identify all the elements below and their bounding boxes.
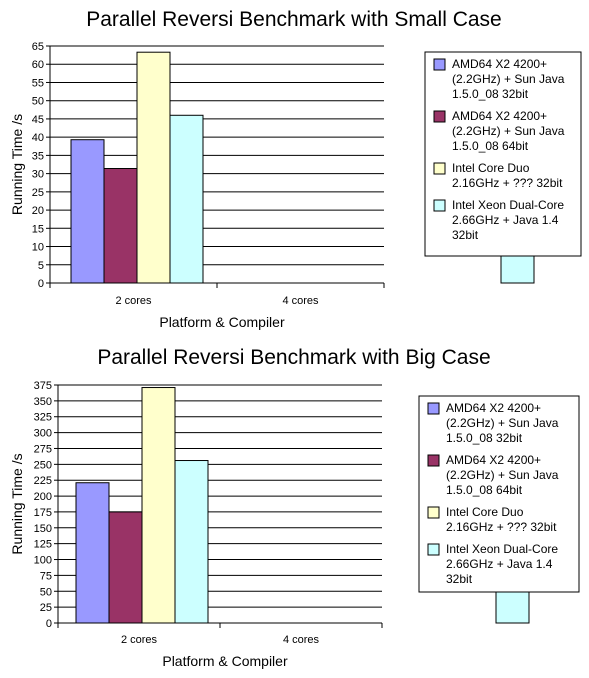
y-tick-label: 0 bbox=[46, 618, 52, 630]
legend-entry: AMD64 X2 4200+ (2.2GHz) + Sun Java 1.5.0_0… bbox=[446, 453, 559, 497]
legend-entry-line: 2.16GHz + ??? 32bit bbox=[452, 176, 563, 190]
legend-swatch bbox=[433, 58, 446, 71]
chart-title: Parallel Reversi Benchmark with Small Ca… bbox=[86, 8, 501, 31]
bar bbox=[70, 139, 105, 284]
legend-entry-line: Intel Xeon Dual-Core bbox=[446, 542, 558, 556]
legend-entry-line: Intel Core Duo bbox=[446, 505, 524, 519]
y-tick-label: 275 bbox=[34, 443, 52, 455]
y-tick-label: 25 bbox=[32, 187, 44, 199]
bar bbox=[141, 387, 176, 624]
legend-entry-line: AMD64 X2 4200+ bbox=[446, 453, 541, 467]
y-tick-label: 125 bbox=[34, 539, 52, 551]
y-tick-label: 50 bbox=[32, 96, 44, 108]
legend-entry: Intel Core Duo 2.16GHz + ??? 32bit bbox=[446, 505, 557, 534]
y-tick-label: 5 bbox=[38, 260, 44, 272]
y-tick-label: 40 bbox=[32, 132, 44, 144]
legend-swatch bbox=[427, 506, 440, 519]
y-tick-label: 350 bbox=[34, 396, 52, 408]
legend-swatch bbox=[433, 199, 446, 212]
legend-entry-line: 1.5.0_08 32bit bbox=[452, 87, 529, 101]
x-axis-label: Platform & Compiler bbox=[162, 653, 288, 669]
y-tick-label: 250 bbox=[34, 459, 52, 471]
y-tick-label: 300 bbox=[34, 428, 52, 440]
legend-entry-line: 1.5.0_08 64bit bbox=[446, 483, 523, 497]
legend-entry-line: 32bit bbox=[446, 572, 473, 586]
legend-entry-line: AMD64 X2 4200+ bbox=[452, 57, 547, 71]
legend-entry: Intel Xeon Dual-Core 2.66GHz + Java 1.4 32… bbox=[452, 198, 564, 242]
legend-entry-line: (2.2GHz) + Sun Java bbox=[452, 124, 565, 138]
x-tick-label: 4 cores bbox=[282, 295, 319, 307]
x-tick-label: 2 cores bbox=[121, 634, 158, 646]
legend-entry-line: AMD64 X2 4200+ bbox=[446, 401, 541, 415]
y-tick-label: 200 bbox=[34, 491, 52, 503]
y-tick-label: 150 bbox=[34, 523, 52, 535]
x-tick-label: 4 cores bbox=[283, 634, 320, 646]
legend-entry-line: 2.66GHz + Java 1.4 bbox=[446, 557, 553, 571]
legend-entry: AMD64 X2 4200+ (2.2GHz) + Sun Java 1.5.0_0… bbox=[452, 57, 565, 101]
legend-entry: AMD64 X2 4200+ (2.2GHz) + Sun Java 1.5.0_0… bbox=[446, 401, 559, 445]
y-tick-label: 35 bbox=[32, 150, 44, 162]
bar bbox=[169, 114, 204, 284]
legend-swatch bbox=[427, 402, 440, 415]
legend-entry-line: 1.5.0_08 64bit bbox=[452, 139, 529, 153]
legend-box bbox=[418, 395, 580, 593]
legend-entry-line: 1.5.0_08 32bit bbox=[446, 431, 523, 445]
legend-entry: Intel Xeon Dual-Core 2.66GHz + Java 1.4 32… bbox=[446, 542, 558, 586]
bar bbox=[103, 168, 138, 284]
bar bbox=[136, 51, 171, 284]
legend-swatch bbox=[433, 162, 446, 175]
y-axis-label: Running Time /s bbox=[9, 114, 25, 215]
chart-big-case: Parallel Reversi Benchmark with Big Case… bbox=[9, 346, 580, 669]
legend-entry-line: AMD64 X2 4200+ bbox=[452, 109, 547, 123]
x-axis-label: Platform & Compiler bbox=[159, 314, 285, 330]
legend-entry-line: Intel Core Duo bbox=[452, 161, 530, 175]
y-tick-label: 75 bbox=[40, 570, 52, 582]
y-tick-label: 55 bbox=[32, 77, 44, 89]
legend-entry-line: 2.66GHz + Java 1.4 bbox=[452, 213, 559, 227]
y-tick-label: 375 bbox=[34, 380, 52, 392]
legend-swatch bbox=[427, 454, 440, 467]
y-tick-label: 225 bbox=[34, 475, 52, 487]
y-tick-label: 100 bbox=[34, 555, 52, 567]
y-tick-label: 60 bbox=[32, 59, 44, 71]
legend-swatch bbox=[427, 543, 440, 556]
y-tick-label: 25 bbox=[40, 602, 52, 614]
y-tick-label: 65 bbox=[32, 41, 44, 53]
y-axis-label: Running Time /s bbox=[9, 453, 25, 554]
y-tick-label: 30 bbox=[32, 169, 44, 181]
bar bbox=[174, 460, 209, 624]
legend-entry-line: (2.2GHz) + Sun Java bbox=[446, 468, 559, 482]
bar bbox=[108, 511, 143, 624]
legend-box bbox=[424, 51, 582, 257]
y-tick-label: 175 bbox=[34, 507, 52, 519]
y-tick-label: 325 bbox=[34, 412, 52, 424]
legend-entry-line: (2.2GHz) + Sun Java bbox=[446, 416, 559, 430]
y-tick-label: 45 bbox=[32, 114, 44, 126]
legend-entry: AMD64 X2 4200+ (2.2GHz) + Sun Java 1.5.0_0… bbox=[452, 109, 565, 153]
y-tick-label: 0 bbox=[38, 278, 44, 290]
x-tick-label: 2 cores bbox=[115, 295, 152, 307]
bar bbox=[75, 482, 110, 624]
legend-entry-line: Intel Xeon Dual-Core bbox=[452, 198, 564, 212]
chart-small-case: Parallel Reversi Benchmark with Small Ca… bbox=[9, 8, 582, 330]
y-tick-label: 50 bbox=[40, 586, 52, 598]
legend-swatch bbox=[433, 110, 446, 123]
y-tick-label: 15 bbox=[32, 223, 44, 235]
legend-entry-line: 2.16GHz + ??? 32bit bbox=[446, 520, 557, 534]
y-tick-label: 20 bbox=[32, 205, 44, 217]
legend-entry-line: (2.2GHz) + Sun Java bbox=[452, 72, 565, 86]
legend-entry-line: 32bit bbox=[452, 228, 479, 242]
legend-entry: Intel Core Duo 2.16GHz + ??? 32bit bbox=[452, 161, 563, 190]
chart-title: Parallel Reversi Benchmark with Big Case bbox=[97, 346, 490, 369]
y-tick-label: 10 bbox=[32, 242, 44, 254]
